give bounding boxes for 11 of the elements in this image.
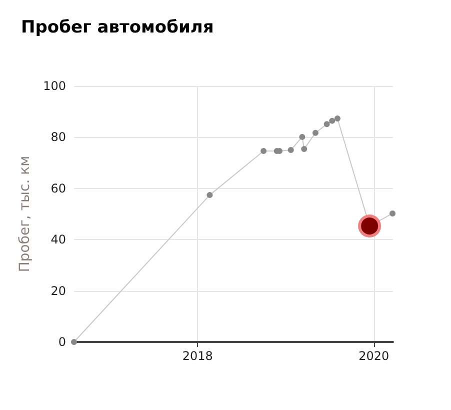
y-axis-title: Пробег, тыс. км [17, 156, 34, 272]
x-tick-label: 2020 [358, 349, 390, 363]
chart-title: Пробег автомобиля [21, 18, 214, 38]
y-tick-label: 60 [50, 181, 66, 196]
y-tick-label: 80 [50, 130, 66, 144]
y-tick-label: 100 [43, 79, 66, 93]
x-tick-label: 2018 [182, 349, 213, 363]
point [358, 214, 382, 238]
y-tick-label: 0 [58, 335, 66, 349]
y-tick-label: 40 [50, 232, 66, 247]
y-tick-label: 20 [50, 284, 66, 298]
